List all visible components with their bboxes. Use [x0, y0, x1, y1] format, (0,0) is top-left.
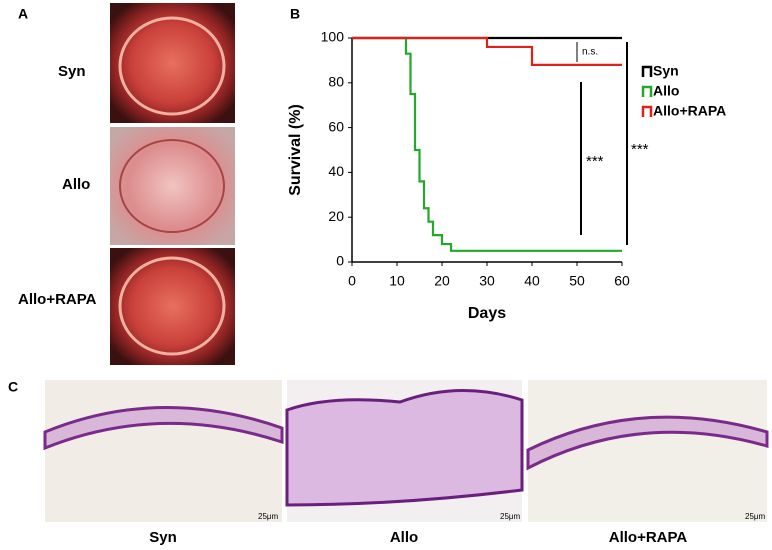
legend-swatch [641, 65, 653, 77]
y-tick-label: 0 [336, 253, 344, 269]
survival-line [352, 36, 622, 66]
scale-bar: 25μm [745, 512, 766, 521]
legend-swatch [641, 85, 653, 97]
scale-bar: 25μm [258, 512, 279, 521]
x-tick-label: 40 [524, 273, 540, 289]
limbus [119, 139, 225, 233]
eye-photo [110, 127, 235, 245]
tissue [526, 415, 769, 471]
x-tick-label: 50 [569, 273, 585, 289]
y-axis-label: Survival (%) [287, 104, 304, 196]
histology-image [45, 380, 282, 522]
legend-swatch [641, 105, 653, 117]
histology-label: Allo+RAPA [609, 529, 688, 546]
y-tick-label: 40 [328, 163, 344, 179]
y-tick-label: 20 [328, 208, 344, 224]
y-tick-label: 60 [328, 118, 344, 134]
x-tick-label: 10 [389, 273, 405, 289]
annotation: n.s. [582, 47, 598, 58]
eye-photo [110, 3, 235, 123]
x-tick-label: 0 [348, 273, 356, 289]
eye-photo [110, 248, 235, 365]
histology [43, 380, 769, 522]
photo-label: Allo+RAPA [18, 291, 97, 308]
survival-chart: 0 20 40 60 80 100 0 10 20 30 40 50 60 Days Survival (%… [287, 29, 726, 323]
photo-label: Syn [58, 63, 86, 80]
legend-label: Allo [653, 83, 679, 99]
x-axis-label: Days [468, 305, 506, 322]
annotation: *** [631, 141, 649, 158]
histology-label: Allo [390, 529, 418, 546]
histology-label: Syn [149, 529, 177, 546]
y-tick-label: 80 [328, 74, 344, 90]
x-tick-label: 60 [614, 273, 630, 289]
panel-label: B [290, 6, 300, 22]
legend-label: Allo+RAPA [653, 103, 726, 119]
limbus [118, 256, 226, 356]
x-tick-label: 30 [479, 273, 495, 289]
scale-bar: 25μm [500, 512, 521, 521]
panel-label: C [8, 379, 18, 395]
tissue [43, 406, 284, 451]
tissue [285, 389, 524, 507]
annotation: *** [586, 153, 604, 170]
y-tick-label: 100 [321, 29, 345, 45]
survival-line [352, 36, 622, 252]
x-tick-label: 20 [434, 273, 450, 289]
panel-label: A [18, 6, 28, 22]
photo-label: Allo [62, 176, 90, 193]
limbus [118, 16, 226, 116]
legend-label: Syn [653, 63, 679, 79]
